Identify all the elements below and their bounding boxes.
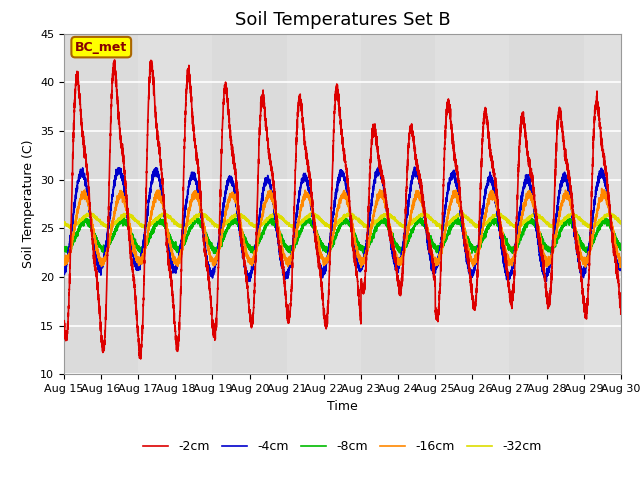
-2cm — [467, 279, 475, 285]
Bar — [361, 34, 435, 374]
-16cm — [250, 261, 257, 266]
-8cm — [211, 251, 219, 256]
-4cm — [375, 164, 383, 169]
-2cm — [250, 311, 257, 317]
-2cm — [617, 311, 625, 317]
Line: -16cm: -16cm — [64, 189, 621, 267]
Bar — [64, 34, 138, 374]
-4cm — [594, 180, 602, 186]
-4cm — [244, 278, 252, 284]
-2cm — [60, 318, 68, 324]
-8cm — [324, 247, 332, 252]
Legend: -2cm, -4cm, -8cm, -16cm, -32cm: -2cm, -4cm, -8cm, -16cm, -32cm — [138, 435, 547, 458]
Line: -2cm: -2cm — [64, 60, 621, 359]
-16cm — [617, 258, 625, 264]
-4cm — [324, 252, 332, 258]
Line: -8cm: -8cm — [64, 216, 621, 253]
-32cm — [483, 219, 491, 225]
X-axis label: Time: Time — [327, 400, 358, 413]
-16cm — [483, 201, 491, 207]
Y-axis label: Soil Temperature (C): Soil Temperature (C) — [22, 140, 35, 268]
-8cm — [594, 225, 602, 230]
-2cm — [594, 101, 602, 107]
-4cm — [617, 264, 625, 270]
-8cm — [617, 247, 625, 253]
-4cm — [587, 228, 595, 234]
-2cm — [587, 228, 595, 233]
-32cm — [467, 217, 475, 223]
-8cm — [467, 242, 475, 248]
Bar — [509, 34, 584, 374]
Bar — [212, 34, 287, 374]
-2cm — [483, 116, 491, 121]
-32cm — [587, 224, 595, 230]
-4cm — [483, 183, 491, 189]
-8cm — [60, 245, 68, 251]
-2cm — [137, 356, 145, 362]
-32cm — [197, 209, 205, 215]
-8cm — [587, 246, 595, 252]
-16cm — [587, 245, 595, 251]
-32cm — [60, 221, 68, 227]
-32cm — [617, 220, 625, 226]
-2cm — [324, 303, 332, 309]
-16cm — [598, 186, 605, 192]
Text: BC_met: BC_met — [75, 41, 127, 54]
-16cm — [324, 258, 332, 264]
-8cm — [483, 230, 491, 236]
-32cm — [254, 226, 262, 232]
-32cm — [250, 223, 257, 228]
-32cm — [594, 220, 602, 226]
-4cm — [60, 268, 68, 274]
-8cm — [250, 246, 257, 252]
Line: -4cm: -4cm — [64, 167, 621, 281]
-2cm — [111, 57, 118, 63]
-16cm — [467, 258, 475, 264]
Line: -32cm: -32cm — [64, 212, 621, 229]
Title: Soil Temperatures Set B: Soil Temperatures Set B — [235, 11, 450, 29]
-32cm — [324, 223, 332, 229]
-4cm — [467, 271, 475, 276]
-4cm — [250, 261, 257, 266]
-16cm — [60, 258, 68, 264]
-8cm — [454, 214, 461, 219]
-16cm — [357, 264, 365, 270]
-16cm — [594, 207, 602, 213]
